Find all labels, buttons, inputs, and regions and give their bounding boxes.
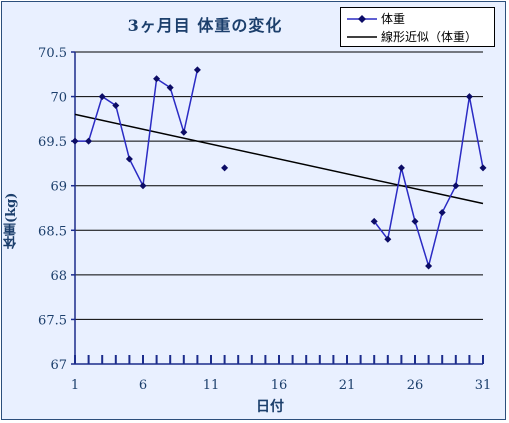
weight-point <box>397 164 405 172</box>
legend-item-weight: 体重 <box>347 10 405 27</box>
y-tick-label: 68 <box>50 269 67 284</box>
weight-point <box>71 137 79 145</box>
trendline <box>74 113 484 205</box>
weight-point <box>465 93 473 101</box>
y-tick-label: 67 <box>50 358 67 373</box>
weight-point <box>139 182 147 190</box>
y-tick-label: 69.5 <box>38 135 67 150</box>
chart-title: 3ヶ月目 体重の変化 <box>127 16 283 35</box>
legend-trendline-label: 線形近似（体重） <box>381 30 478 44</box>
y-tick-label: 70.5 <box>38 46 67 61</box>
x-tick-label: 6 <box>139 378 147 393</box>
weight-line <box>373 96 484 269</box>
weight-point <box>479 164 487 172</box>
x-tick-label: 16 <box>271 378 288 393</box>
weight-point <box>370 217 378 225</box>
legend-trendline-icon <box>347 35 377 38</box>
x-tick-label: 11 <box>203 378 220 393</box>
x-tick-label: 31 <box>475 378 492 393</box>
weight-point <box>125 155 133 163</box>
y-tick-label: 69 <box>50 180 67 195</box>
weight-point <box>180 128 188 136</box>
legend-weight-marker-icon <box>347 14 377 23</box>
x-tick-label: 21 <box>339 378 356 393</box>
legend: 体重 線形近似（体重） <box>340 7 495 47</box>
weight-point <box>411 217 419 225</box>
y-tick-label: 67.5 <box>38 313 67 328</box>
weight-point <box>98 93 106 101</box>
weight-point <box>438 208 446 216</box>
x-tick-label: 26 <box>407 378 424 393</box>
weight-point <box>384 235 392 243</box>
weight-line <box>75 69 199 189</box>
y-tick-label: 70 <box>50 91 67 106</box>
legend-item-trendline: 線形近似（体重） <box>347 28 477 45</box>
legend-weight-label: 体重 <box>381 12 406 26</box>
x-axis-label: 日付 <box>256 399 284 415</box>
weight-point <box>193 66 201 74</box>
weight-point <box>425 262 433 270</box>
weight-point <box>221 164 229 172</box>
x-tick-label: 1 <box>71 378 79 393</box>
weight-point <box>85 137 93 145</box>
weight-point <box>153 75 161 83</box>
weight-point <box>112 101 120 109</box>
weight-point <box>166 84 174 92</box>
y-tick-label: 68.5 <box>38 224 67 239</box>
weight-point <box>452 182 460 190</box>
